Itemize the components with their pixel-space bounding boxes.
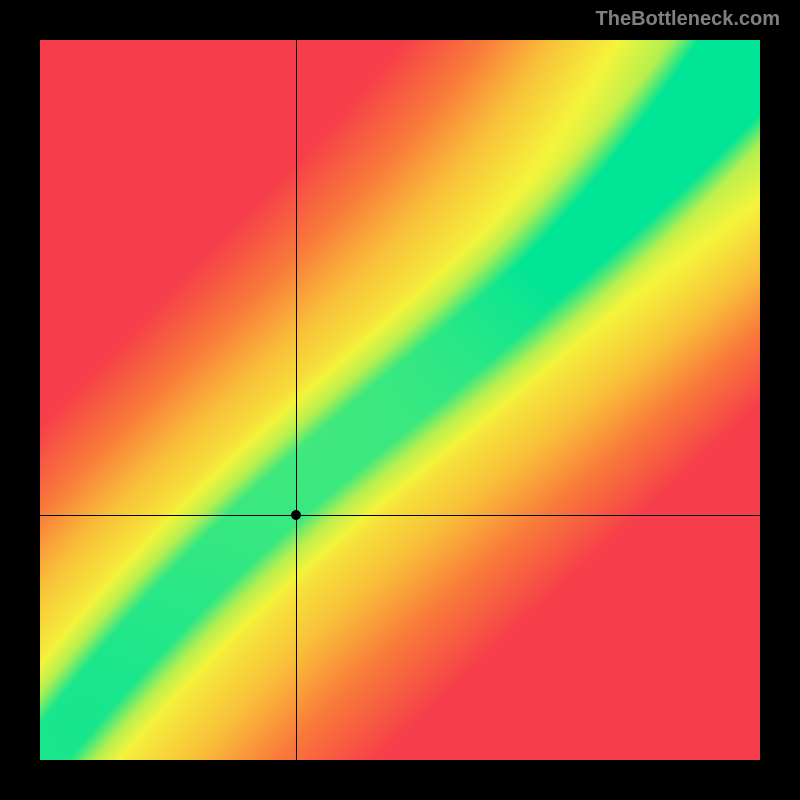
heatmap-canvas	[40, 40, 760, 760]
crosshair-vertical	[296, 40, 297, 760]
plot-area	[40, 40, 760, 760]
crosshair-horizontal	[40, 515, 760, 516]
watermark-text: TheBottleneck.com	[596, 8, 780, 31]
crosshair-marker	[291, 510, 301, 520]
